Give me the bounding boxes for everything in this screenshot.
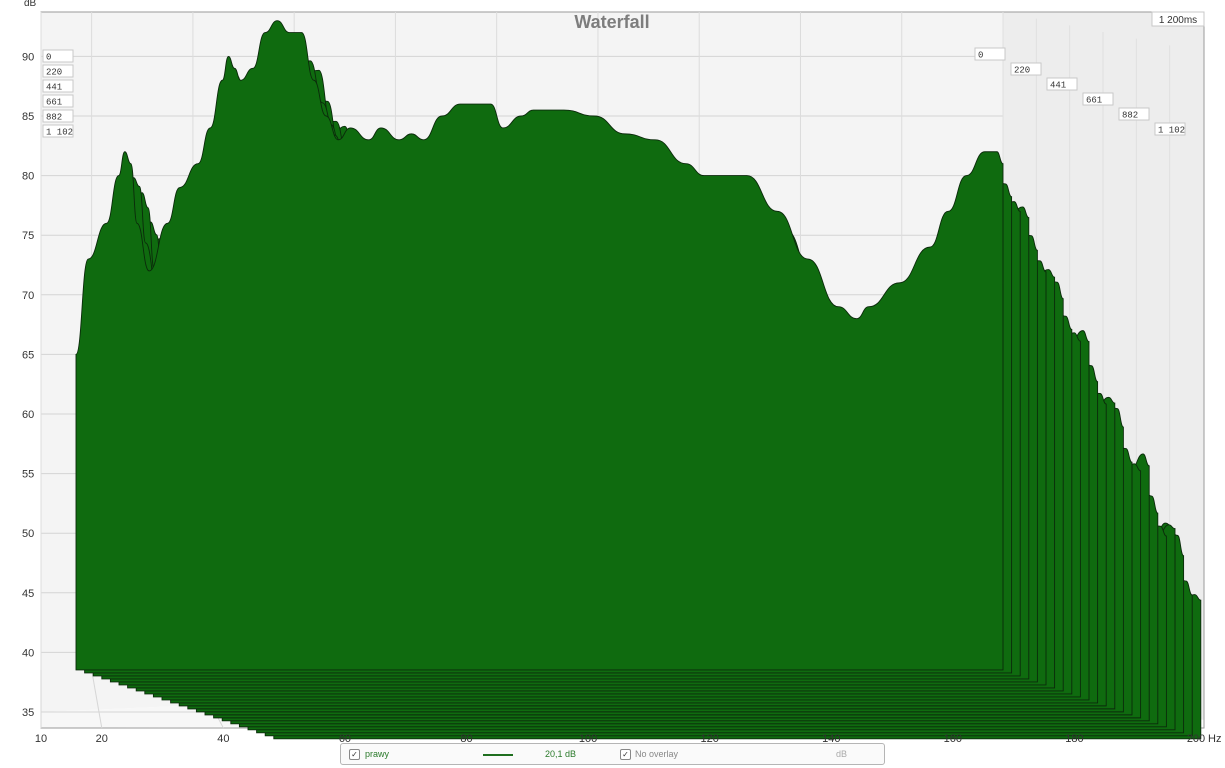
y-tick-label: 40 (22, 647, 34, 659)
time-label-left: 661 (46, 98, 62, 108)
time-label-box (1046, 77, 1078, 91)
time-label-left: 441 (46, 83, 62, 93)
chart-title: Waterfall (574, 12, 649, 32)
waterfall-surface (75, 20, 1202, 740)
y-tick-label: 45 (22, 588, 34, 600)
waterfall-slice (75, 20, 1004, 671)
time-label-box (1010, 62, 1042, 76)
x-axis-ticks: 10 20 40 60 80 100 120 140 160 180 200 Hz (35, 733, 1222, 745)
x-tick-label: 20 (96, 733, 108, 745)
readout-value: 20,1 dB (545, 749, 577, 759)
y-tick-label: 65 (22, 349, 34, 361)
y-tick-label: 60 (22, 409, 34, 421)
time-label-right: 661 (1086, 96, 1102, 106)
time-label-left: 220 (46, 68, 62, 78)
x-tick-label: 200 (1187, 733, 1205, 745)
time-label-right: 882 (1122, 111, 1138, 121)
x-tick-label: 100 (579, 733, 597, 745)
time-label-right: 0 (978, 51, 983, 61)
time-label-box (1118, 107, 1150, 121)
time-label-box (42, 109, 74, 123)
time-labels: 0 220 441 661 882 1 102 0 220 441 661 882 1 102 (42, 47, 1186, 138)
y-axis-ticks: 35 40 45 50 55 60 65 70 75 80 85 90 (22, 51, 34, 719)
x-tick-label: 80 (460, 733, 472, 745)
overlay-label: No overlay (635, 749, 679, 759)
y-tick-label: 55 (22, 469, 34, 481)
time-label-box (1082, 92, 1114, 106)
x-tick-label: 180 (1065, 733, 1083, 745)
time-label-box (42, 124, 74, 138)
x-tick-label: 140 (822, 733, 840, 745)
x-tick-label: 120 (701, 733, 719, 745)
time-label-box (42, 49, 74, 63)
legend-readout: ✓ prawy 20,1 dB ✓ No overlay dB (340, 743, 885, 765)
time-label-right: 1 102 (1158, 126, 1185, 136)
y-tick-label: 70 (22, 290, 34, 302)
y-tick-label: 85 (22, 111, 34, 123)
x-axis-unit: Hz (1208, 733, 1221, 745)
overlay-checkbox[interactable]: ✓ (620, 749, 631, 760)
time-label-box (1154, 122, 1186, 136)
time-label-left: 882 (46, 113, 62, 123)
x-tick-label: 10 (35, 733, 47, 745)
y-tick-label: 35 (22, 707, 34, 719)
y-tick-label: 90 (22, 51, 34, 63)
x-tick-label: 40 (217, 733, 229, 745)
series-checkbox[interactable]: ✓ (349, 749, 360, 760)
time-label-left: 0 (46, 53, 51, 63)
series-name: prawy (365, 749, 390, 759)
time-label-box (42, 94, 74, 108)
time-label-right: 220 (1014, 66, 1030, 76)
series-swatch (483, 754, 513, 756)
time-label-left: 1 102 (46, 128, 73, 138)
time-label-box (974, 47, 1006, 61)
time-max-box: 1 200ms (1151, 11, 1205, 27)
time-max-label: 1 200ms (1159, 15, 1197, 26)
y-tick-label: 75 (22, 230, 34, 242)
time-label-box (42, 79, 74, 93)
y-tick-label: 50 (22, 528, 34, 540)
y-tick-label: 80 (22, 171, 34, 183)
x-tick-label: 60 (339, 733, 351, 745)
time-label-box (42, 64, 74, 78)
time-label-right: 441 (1050, 81, 1066, 91)
readout-unit: dB (836, 749, 848, 759)
x-tick-label: 160 (944, 733, 962, 745)
y-axis-label: dB (24, 0, 37, 9)
